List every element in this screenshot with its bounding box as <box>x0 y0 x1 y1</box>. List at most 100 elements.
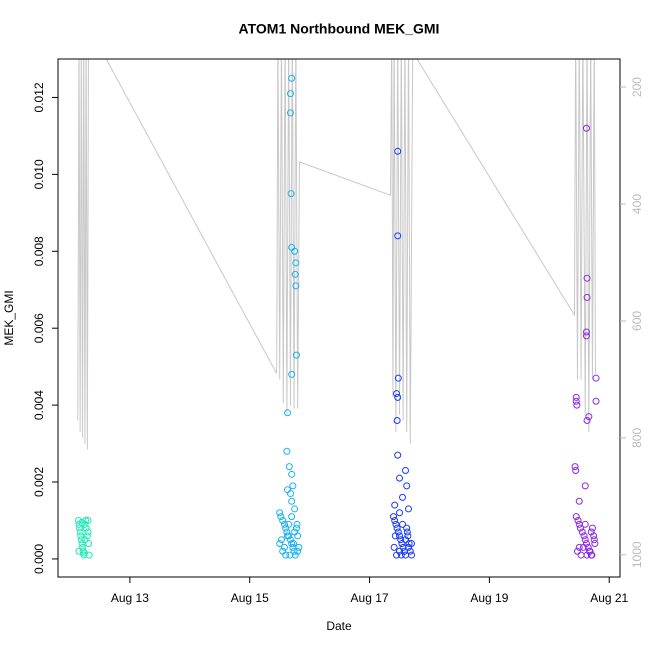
point <box>292 259 300 267</box>
point <box>276 509 284 517</box>
point <box>573 547 581 555</box>
point <box>575 543 583 551</box>
x-tick-label: Aug 13 <box>111 591 149 605</box>
x-tick-label: Aug 15 <box>231 591 269 605</box>
point <box>405 505 413 513</box>
point <box>406 547 414 555</box>
y-tick-label: 0.008 <box>32 236 46 266</box>
point <box>84 516 92 524</box>
point <box>288 513 296 521</box>
point <box>286 109 294 117</box>
point <box>283 447 291 455</box>
y2-tick-label: 600 <box>630 311 644 331</box>
point <box>81 536 89 544</box>
plot-area <box>74 59 600 559</box>
point <box>289 540 297 548</box>
point <box>394 374 402 382</box>
point <box>587 528 595 536</box>
point <box>287 190 295 198</box>
point <box>572 397 580 405</box>
point <box>77 536 85 544</box>
y-tick-label: 0.000 <box>32 544 46 574</box>
point <box>285 520 293 528</box>
point <box>83 532 91 540</box>
point <box>76 528 84 536</box>
point <box>289 482 297 490</box>
point <box>407 540 415 548</box>
point <box>399 520 407 528</box>
y2-tick-label: 200 <box>630 77 644 97</box>
point <box>572 466 580 474</box>
point <box>403 528 411 536</box>
point <box>407 551 415 559</box>
point <box>402 536 410 544</box>
point <box>286 90 294 98</box>
point <box>585 413 593 421</box>
point <box>85 551 93 559</box>
point <box>393 416 401 424</box>
y-tick-label: 0.004 <box>32 390 46 420</box>
x-tick-label: Aug 19 <box>470 591 508 605</box>
point <box>394 393 402 401</box>
y-tick-label: 0.010 <box>32 159 46 189</box>
depth-line <box>77 59 596 450</box>
point <box>582 124 590 132</box>
point <box>571 463 579 471</box>
point <box>573 401 581 409</box>
point <box>286 490 294 498</box>
point <box>578 528 586 536</box>
point <box>393 524 401 532</box>
point <box>283 528 291 536</box>
point <box>396 509 404 517</box>
point <box>292 351 300 359</box>
point <box>585 547 593 555</box>
point <box>291 528 299 536</box>
point <box>78 518 86 526</box>
point <box>293 520 301 528</box>
point <box>575 497 583 505</box>
point <box>74 516 82 524</box>
point <box>579 543 587 551</box>
point <box>592 374 600 382</box>
point <box>286 551 294 559</box>
point <box>397 536 405 544</box>
y-tick-label: 0.006 <box>32 313 46 343</box>
point <box>583 551 591 559</box>
point <box>392 520 400 528</box>
point <box>77 532 85 540</box>
point <box>390 513 398 521</box>
point <box>291 270 299 278</box>
point <box>82 516 90 524</box>
point <box>283 409 291 417</box>
y2-tick-label: 800 <box>630 428 644 448</box>
point <box>282 551 290 559</box>
point <box>292 524 300 532</box>
point <box>288 470 296 478</box>
point <box>294 547 302 555</box>
point <box>394 147 402 155</box>
y-tick-label: 0.002 <box>32 467 46 497</box>
point <box>584 543 592 551</box>
point <box>582 328 590 336</box>
point <box>588 551 596 559</box>
point <box>399 493 407 501</box>
point <box>574 516 582 524</box>
point <box>76 524 84 532</box>
x-tick-label: Aug 17 <box>351 591 389 605</box>
chart-title: ATOM1 Northbound MEK_GMI <box>239 21 440 37</box>
point <box>85 540 93 548</box>
point <box>403 482 411 490</box>
x-axis-label: Date <box>326 619 352 633</box>
point <box>291 247 299 255</box>
point <box>396 474 404 482</box>
point <box>572 513 580 521</box>
point <box>288 74 296 82</box>
point <box>580 532 588 540</box>
x-tick-label: Aug 21 <box>590 591 628 605</box>
point <box>583 293 591 301</box>
point <box>291 551 299 559</box>
point <box>581 536 589 544</box>
point <box>397 551 405 559</box>
point <box>592 397 600 405</box>
point <box>279 516 287 524</box>
